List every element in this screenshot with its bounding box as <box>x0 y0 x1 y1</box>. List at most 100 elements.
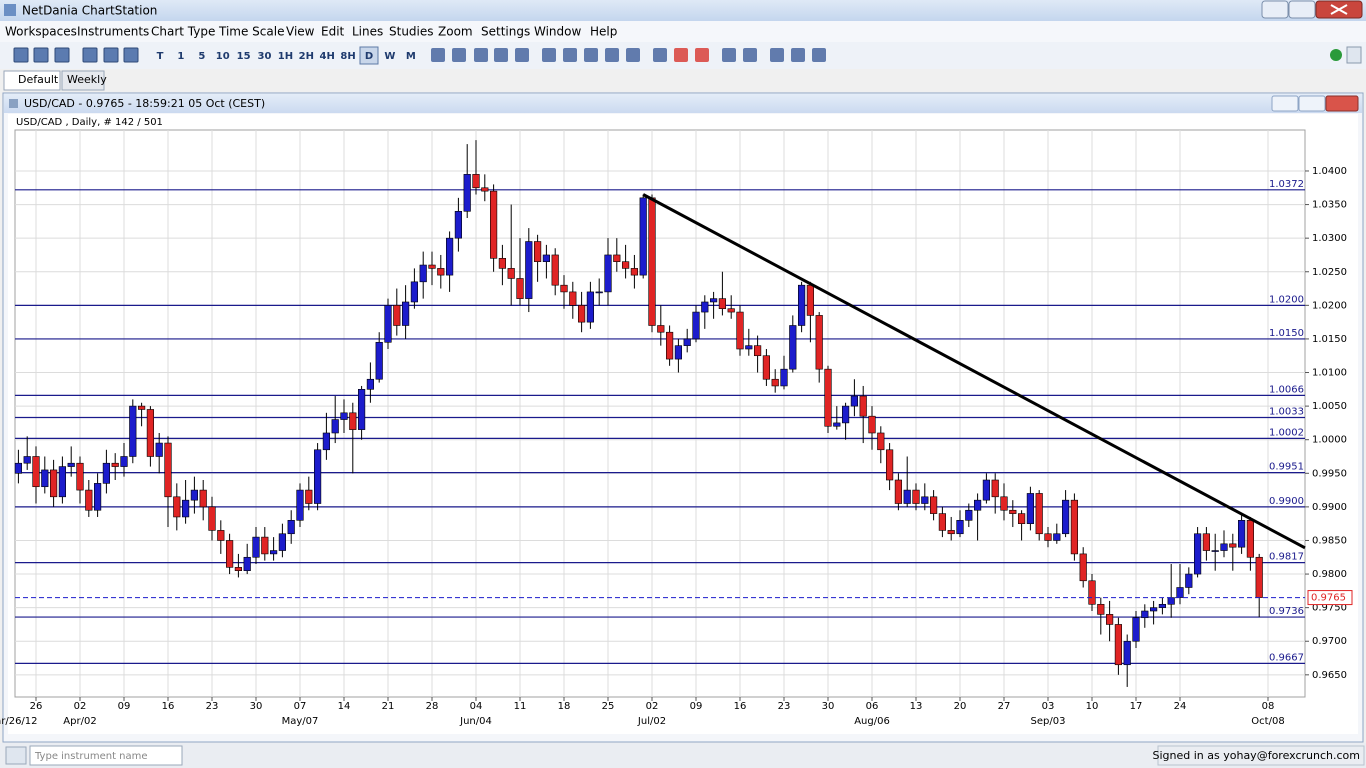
chart-restore-button[interactable] <box>1298 95 1326 112</box>
candle-body <box>525 241 533 299</box>
candle-body <box>824 368 832 427</box>
level-label: 0.9951 <box>1269 462 1304 473</box>
candle-body <box>639 197 647 276</box>
tab[interactable] <box>3 70 61 91</box>
candle-body <box>965 509 973 521</box>
candle-body <box>199 489 207 508</box>
x-tick-label: 28 <box>426 701 439 712</box>
candle-body <box>718 298 726 309</box>
toolbar-icon[interactable] <box>791 48 805 62</box>
x-tick-label: 07 <box>294 701 307 712</box>
period-button[interactable]: 8H <box>340 51 355 62</box>
toolbar-icon[interactable] <box>626 48 640 62</box>
period-button[interactable]: 4H <box>320 51 335 62</box>
period-button[interactable]: 2H <box>299 51 314 62</box>
period-button[interactable]: 30 <box>258 51 272 62</box>
candle-body <box>894 479 902 504</box>
menu-item[interactable]: Zoom <box>438 25 473 39</box>
x-tick-label: 09 <box>118 701 131 712</box>
chart: 1.0400 1.0350 1.0300 1.0250 1.0200 1.0150 1.01… <box>0 129 1353 727</box>
toolbar-icon[interactable] <box>770 48 784 62</box>
candle-body <box>956 520 964 535</box>
candle-body <box>586 291 594 323</box>
menu-item[interactable]: Edit <box>321 25 345 39</box>
candle-body <box>929 496 938 514</box>
tab[interactable] <box>61 70 105 91</box>
candle-body <box>1026 493 1034 524</box>
y-tick-label: 0.9950 <box>1312 468 1347 479</box>
period-button[interactable]: 10 <box>216 51 230 62</box>
candle-body <box>173 496 181 518</box>
toolbar-icon[interactable] <box>452 48 466 62</box>
search-placeholder: Type instrument name <box>34 751 148 762</box>
menu-item[interactable]: Settings <box>481 25 530 39</box>
x-tick-label: 26 <box>30 701 43 712</box>
toolbar-icon[interactable] <box>584 48 598 62</box>
candle-body <box>445 237 454 276</box>
period-button[interactable]: 1H <box>278 51 293 62</box>
panel-button[interactable] <box>1346 46 1362 64</box>
toolbar-icon[interactable] <box>674 48 688 62</box>
toolbar-icon[interactable] <box>653 48 667 62</box>
candle-body <box>243 556 251 572</box>
candle-body <box>489 190 498 259</box>
chart-window-title: USD/CAD - 0.9765 - 18:59:21 05 Oct (CEST… <box>24 97 265 110</box>
toolbar-icon[interactable] <box>563 48 577 62</box>
candle-body <box>921 496 929 504</box>
period-button[interactable]: T <box>157 51 164 62</box>
y-tick-label: 1.0000 <box>1312 435 1347 446</box>
toolbar-icon[interactable] <box>812 48 826 62</box>
period-selected <box>359 46 379 65</box>
toolbar-icon[interactable] <box>605 48 619 62</box>
candle-body <box>1106 614 1114 625</box>
candle-body <box>463 174 471 212</box>
toolbar-icon[interactable] <box>743 48 757 62</box>
x-tick-label: 30 <box>822 701 835 712</box>
y-tick-label: 0.9700 <box>1312 636 1347 647</box>
menu-item[interactable]: Instruments <box>77 25 149 39</box>
period-button[interactable]: 5 <box>198 51 205 62</box>
title-bar <box>0 0 1366 21</box>
candle-body <box>1044 533 1052 541</box>
menu-item[interactable]: Help <box>590 25 617 39</box>
menu-item[interactable]: Chart Type <box>151 25 215 39</box>
candle-body <box>375 341 383 380</box>
toolbar-icon[interactable] <box>695 48 709 62</box>
period-button[interactable]: 15 <box>237 51 251 62</box>
candle-body <box>419 264 427 283</box>
toolbar-icon[interactable] <box>474 48 488 62</box>
menu-item[interactable]: Lines <box>352 25 383 39</box>
menu-item[interactable]: Workspaces <box>5 25 77 39</box>
toolbar-icon[interactable] <box>515 48 529 62</box>
toolbar-icon[interactable] <box>82 47 98 63</box>
period-button[interactable]: D <box>365 51 373 62</box>
maximize-button[interactable] <box>1288 0 1316 19</box>
menu-item[interactable]: Window <box>534 25 582 39</box>
toolbar-icon[interactable] <box>542 48 556 62</box>
x-tick-label: 25 <box>602 701 615 712</box>
menu-item[interactable]: Studies <box>389 25 434 39</box>
last-price-box <box>1307 590 1353 606</box>
toolbar-icon[interactable] <box>494 48 508 62</box>
minimize-button[interactable] <box>1261 0 1289 19</box>
candle-body <box>340 412 348 420</box>
chart-close-button[interactable] <box>1325 95 1359 112</box>
tab-label: Default <box>18 73 59 86</box>
toolbar-icon[interactable] <box>431 48 445 62</box>
period-button[interactable]: 1 <box>177 51 184 62</box>
instrument-search[interactable] <box>29 745 183 766</box>
chart-minimize-button[interactable] <box>1271 95 1299 112</box>
toolbar-icon[interactable] <box>54 47 70 63</box>
toolbar-icon[interactable] <box>123 47 139 63</box>
menu-item[interactable]: View <box>286 25 315 39</box>
period-button[interactable]: W <box>384 51 395 62</box>
toolbar-icon[interactable] <box>33 47 49 63</box>
chart-window-title-bar <box>4 94 1362 113</box>
candle-body <box>208 506 216 531</box>
candle-body <box>903 489 911 504</box>
toolbar-icon[interactable] <box>103 47 119 63</box>
menu-item[interactable]: Time Scale <box>218 25 284 39</box>
toolbar-icon[interactable] <box>13 47 29 63</box>
period-button[interactable]: M <box>406 51 416 62</box>
toolbar-icon[interactable] <box>722 48 736 62</box>
